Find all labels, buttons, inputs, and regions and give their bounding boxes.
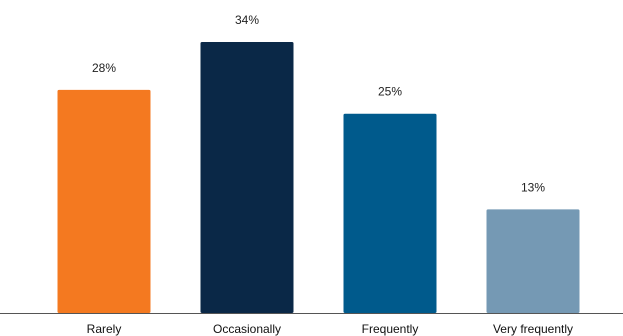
bars-group — [57, 42, 580, 313]
value-label-rarely: 28% — [92, 61, 116, 75]
category-label-very-frequently: Very frequently — [493, 322, 573, 336]
value-label-very-frequently: 13% — [521, 180, 545, 194]
bar-occasionally — [200, 42, 294, 313]
category-labels-group: Rarely Occasionally Frequently Very frequen… — [87, 322, 573, 336]
category-label-rarely: Rarely — [87, 322, 122, 336]
value-label-occasionally: 34% — [235, 13, 259, 27]
bar-frequently — [343, 113, 437, 313]
value-label-frequently: 25% — [378, 85, 402, 99]
category-label-occasionally: Occasionally — [213, 322, 281, 336]
value-labels-group: 28% 34% 25% 13% — [92, 13, 545, 194]
bar-very-frequently — [486, 209, 580, 313]
category-label-frequently: Frequently — [362, 322, 419, 336]
bar-rarely — [57, 89, 151, 313]
